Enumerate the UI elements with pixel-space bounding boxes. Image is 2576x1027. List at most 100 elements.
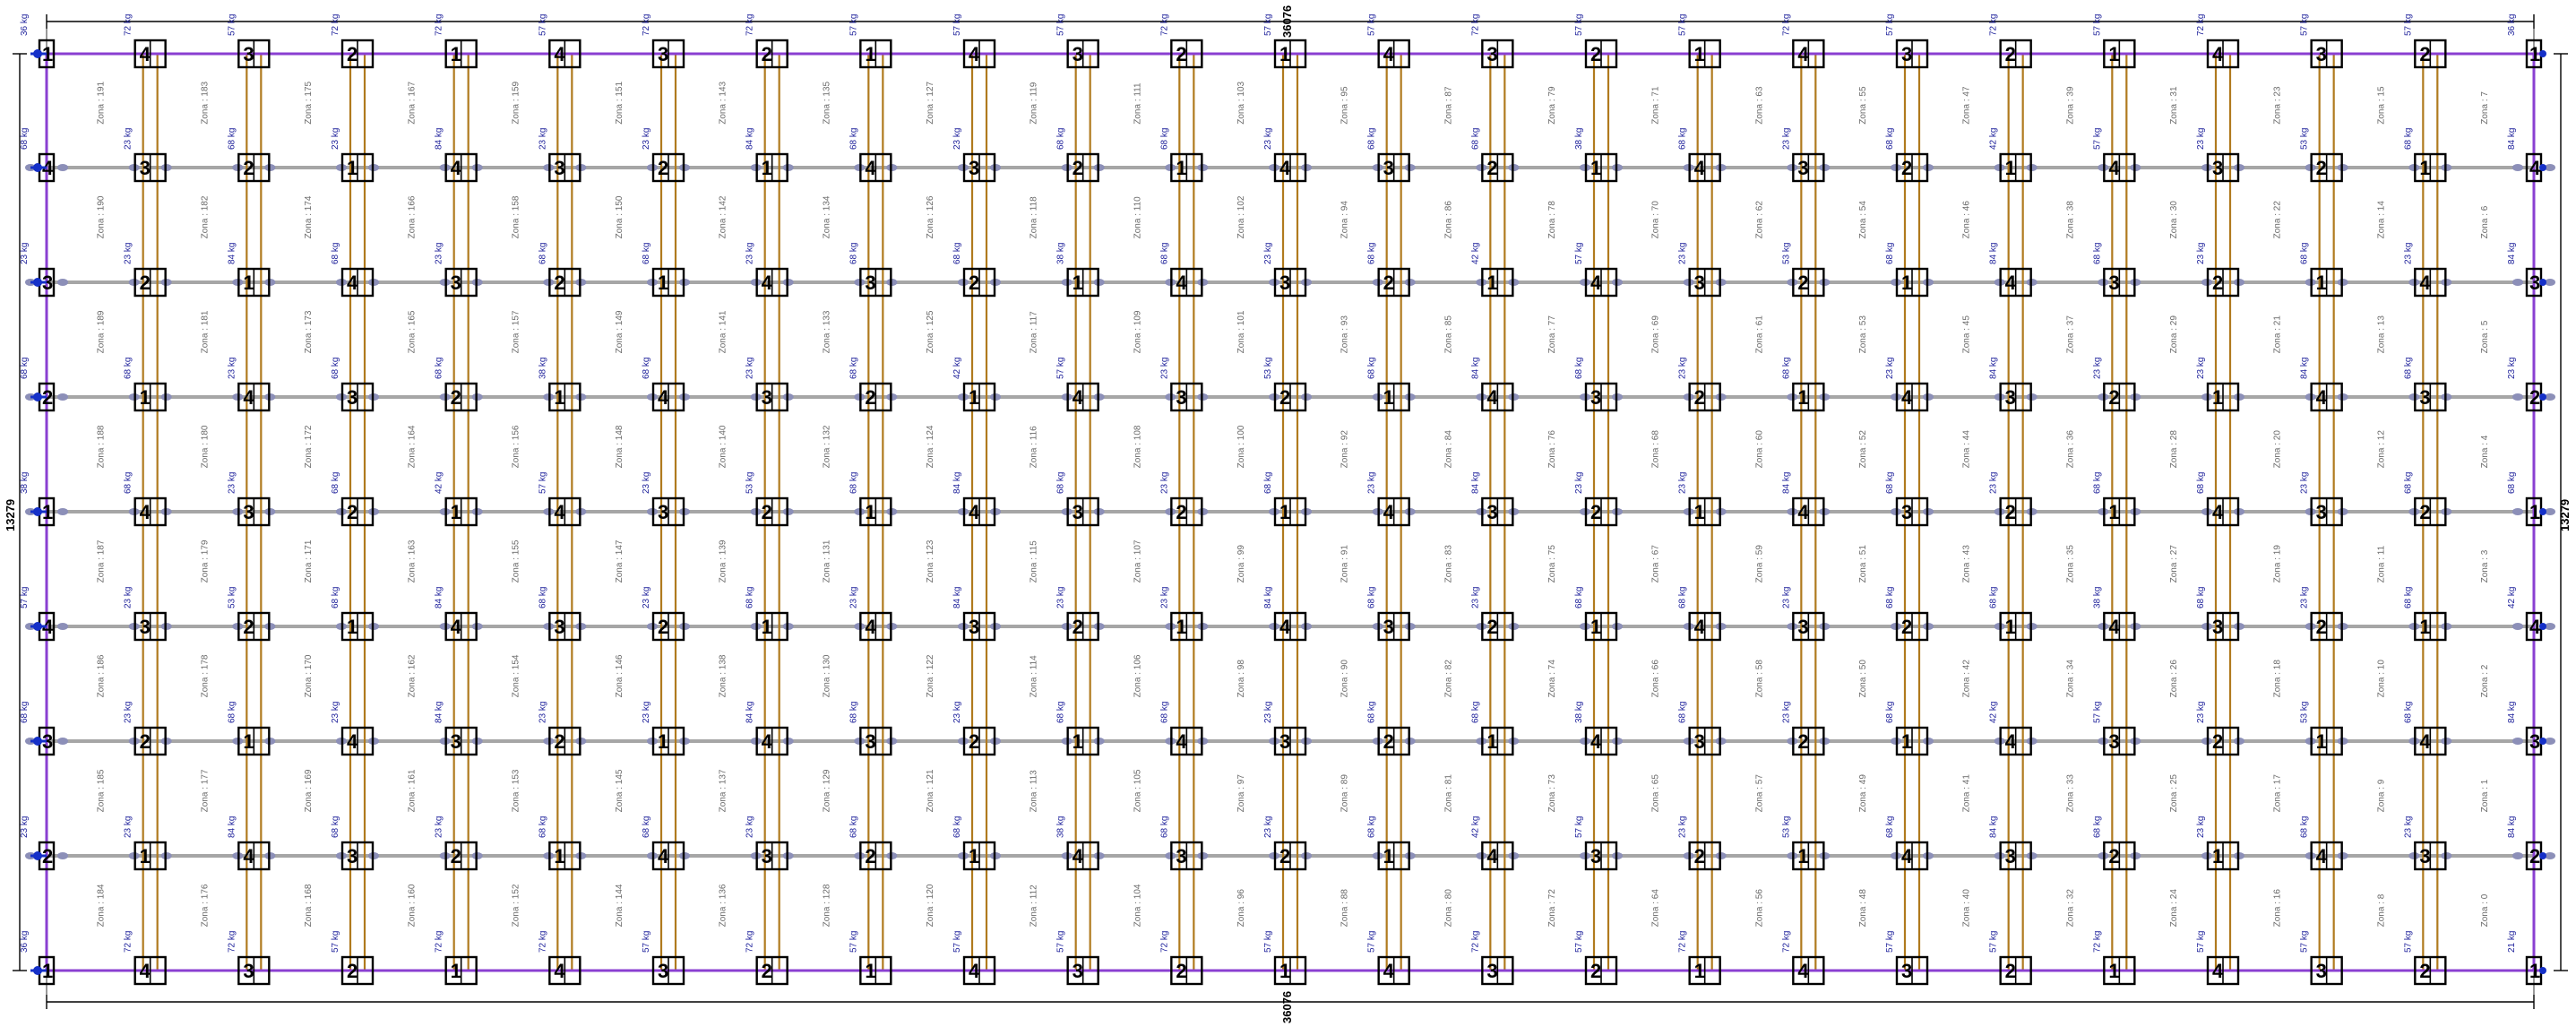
zone-label: Zona : 78	[1547, 201, 1557, 239]
zone-label: Zona : 105	[1133, 769, 1142, 812]
weight-label: 84 kg	[1989, 816, 1999, 838]
zone-label: Zona : 38	[2065, 201, 2075, 239]
panel-tag-id: 3	[1694, 730, 1705, 753]
weight-label: 57 kg	[538, 14, 547, 36]
panel-tag-id: 1	[1073, 272, 1083, 294]
zone-label: Zona : 149	[615, 310, 625, 353]
zone-label: Zona : 156	[511, 425, 521, 468]
panel-tag-id: 2	[658, 157, 668, 179]
panel-tag-id: 2	[1176, 960, 1186, 982]
weight-label: 57 kg	[2196, 931, 2206, 953]
zone-label: Zona : 106	[1133, 654, 1142, 697]
panel-tag-id: 4	[1383, 960, 1395, 982]
weight-label: 57 kg	[227, 14, 237, 36]
panel-tag-id: 1	[243, 730, 254, 753]
panel-tag-id: 4	[2316, 386, 2328, 409]
weight-label: 84 kg	[1470, 358, 1480, 379]
panel-tag-id: 3	[347, 386, 358, 409]
weight-label: 68 kg	[1885, 243, 1895, 264]
weight-label: 57 kg	[331, 931, 340, 953]
zone-label: Zona : 92	[1340, 430, 1350, 469]
support-node	[2539, 164, 2546, 171]
panel-tag-id: 3	[347, 845, 358, 867]
weight-label: 23 kg	[227, 472, 237, 494]
zone-label: Zona : 35	[2065, 545, 2075, 583]
panel-tag-id: 3	[2108, 272, 2119, 294]
zone-label: Zona : 134	[822, 195, 831, 238]
weight-label: 23 kg	[642, 472, 651, 494]
zone-label: Zona : 15	[2376, 86, 2386, 125]
panel-tags: 1 4 3 2 1 4 3 2 1 4 3 2 1 4 3 2 1 4 3 2 1 4 3 2 14 3 2 1 4 3 2 1 4 3 2 1 4 3 2…	[38, 39, 2543, 986]
weight-label: 84 kg	[435, 128, 444, 150]
weight-label: 23 kg	[1989, 472, 1999, 494]
weight-label: 72 kg	[1989, 14, 1999, 36]
zone-label: Zona : 127	[926, 81, 935, 124]
panel-tag-id: 1	[2108, 43, 2119, 65]
weight-label: 23 kg	[538, 702, 547, 723]
panel-tag-id: 3	[42, 730, 53, 753]
weight-label: 21 kg	[2507, 931, 2517, 953]
weight-label: 68 kg	[538, 587, 547, 608]
panel-tag-id: 1	[1901, 730, 1912, 753]
zone-label: Zona : 181	[200, 310, 210, 353]
panel-tag-id: 1	[865, 501, 875, 523]
weight-label: 23 kg	[2507, 358, 2517, 379]
panel-tag-id: 4	[1073, 386, 1084, 409]
panel-tag-id: 4	[1073, 845, 1084, 867]
panel-tag-id: 2	[2316, 157, 2327, 179]
panel-tag-id: 3	[243, 960, 254, 982]
zone-label: Zona : 171	[304, 539, 314, 583]
weight-label: 36 kg	[20, 14, 30, 36]
weight-label: 68 kg	[2403, 358, 2413, 379]
support-node	[2539, 50, 2546, 57]
panel-tag-id: 2	[1486, 616, 1497, 638]
panel-tag-id: 3	[1797, 157, 1808, 179]
weight-label: 57 kg	[20, 587, 30, 608]
zone-label: Zona : 191	[97, 81, 107, 124]
panel-tag-id: 1	[2108, 960, 2119, 982]
weight-label: 57 kg	[1263, 14, 1273, 36]
zone-label: Zona : 68	[1651, 430, 1661, 469]
weight-label: 68 kg	[1781, 358, 1791, 379]
weight-label: 72 kg	[1781, 931, 1791, 953]
zone-label: Zona : 146	[615, 654, 625, 697]
weight-label: 84 kg	[952, 587, 962, 608]
zone-label: Zona : 88	[1340, 889, 1350, 928]
panel-tag-id: 2	[2419, 960, 2430, 982]
weight-label: 68 kg	[2507, 472, 2517, 494]
zone-label: Zona : 5	[2480, 320, 2490, 353]
weight-label: 84 kg	[2507, 243, 2517, 264]
right-dimension-label: 13279	[2558, 499, 2572, 531]
panel-tag-id: 4	[2005, 272, 2017, 294]
panel-tag-id: 2	[658, 616, 668, 638]
zone-label: Zona : 111	[1133, 82, 1142, 125]
weight-label: 68 kg	[1885, 472, 1895, 494]
panel-tag-id: 2	[2529, 386, 2540, 409]
zone-label: Zona : 176	[200, 884, 210, 927]
weight-label: 57 kg	[642, 931, 651, 953]
weight-label: 23 kg	[1574, 472, 1584, 494]
weight-label: 23 kg	[20, 243, 30, 264]
panel-tag-id: 3	[658, 43, 668, 65]
zone-label: Zona : 48	[1858, 889, 1868, 928]
weight-label: 42 kg	[1989, 128, 1999, 150]
panel-tag-id: 2	[969, 730, 979, 753]
panel-tag-id: 4	[969, 501, 980, 523]
weight-label: 23 kg	[124, 587, 134, 608]
panel-tag-id: 2	[2419, 43, 2430, 65]
member-end-node	[2512, 279, 2523, 286]
weight-label: 57 kg	[1574, 816, 1584, 838]
weight-label: 72 kg	[745, 931, 755, 953]
panel-tag-id: 3	[2108, 730, 2119, 753]
weight-label: 42 kg	[1470, 816, 1480, 838]
zone-label: Zona : 77	[1547, 315, 1557, 354]
panel-tag-id: 2	[42, 845, 53, 867]
panel-tag-id: 3	[1073, 43, 1083, 65]
panel-tag-id: 3	[658, 960, 668, 982]
weight-label: 57 kg	[1056, 358, 1066, 379]
weight-label: 57 kg	[1367, 14, 1377, 36]
panel-tag-id: 2	[554, 730, 564, 753]
zone-label: Zona : 144	[615, 884, 625, 927]
weight-label: 53 kg	[1263, 358, 1273, 379]
zone-label: Zona : 21	[2273, 315, 2283, 354]
